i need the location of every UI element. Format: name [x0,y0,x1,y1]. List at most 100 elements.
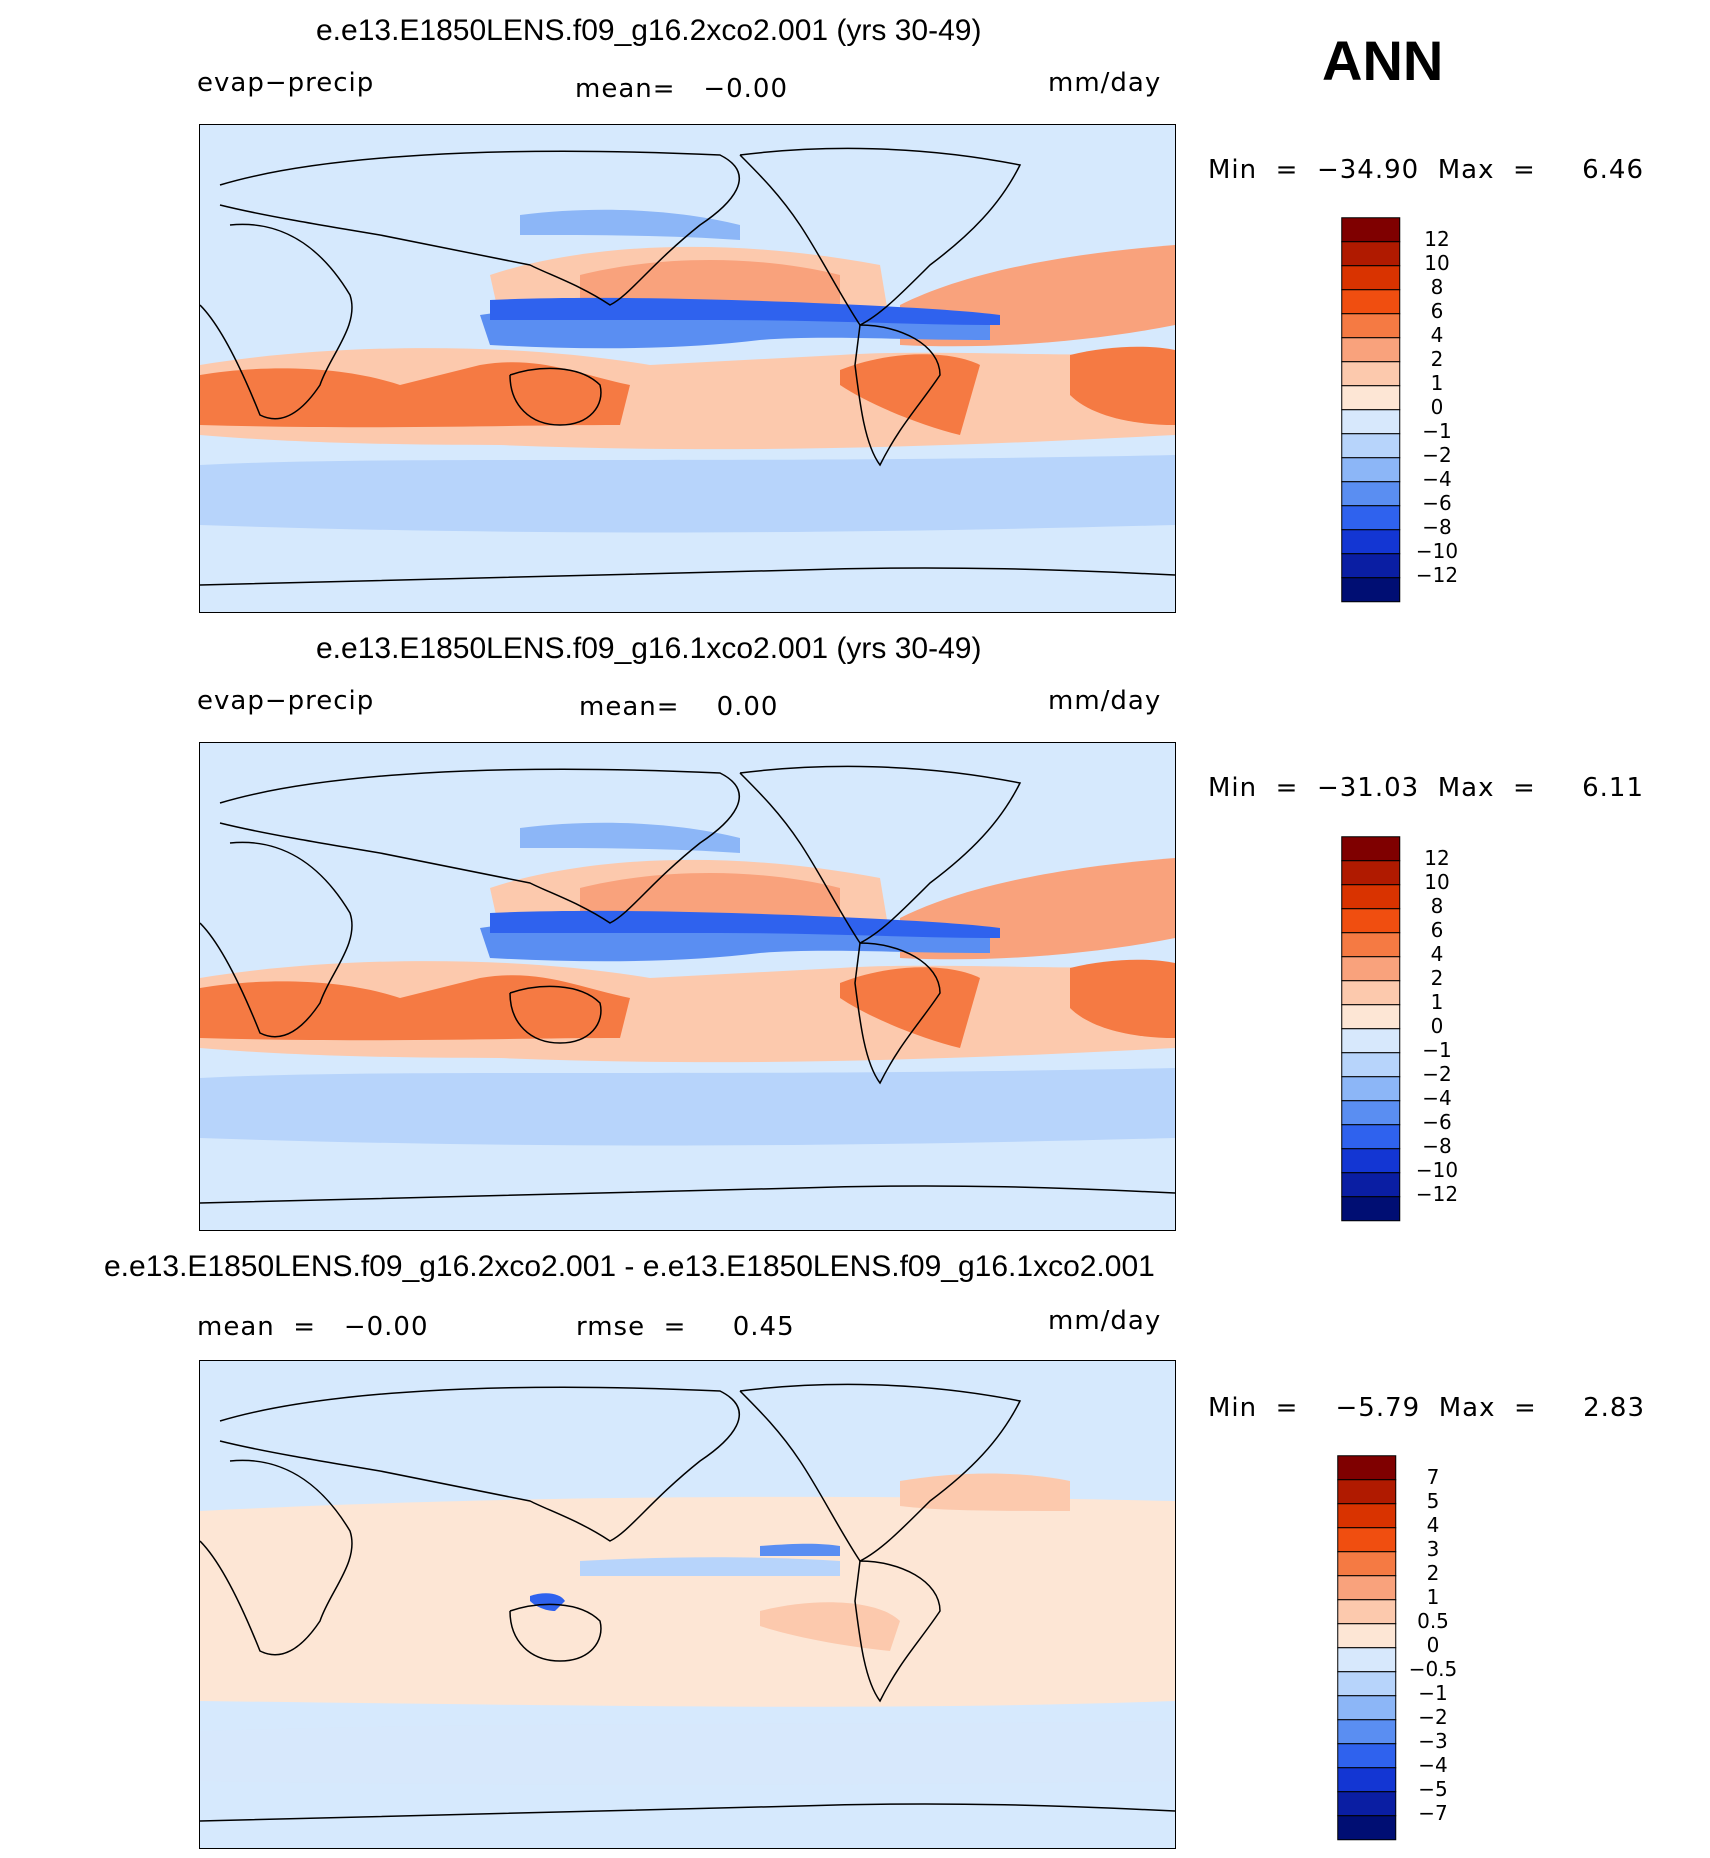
colorbar-box [1337,1479,1397,1505]
colorbar-tick-label: −4 [1422,467,1451,491]
colorbar-tick-label: −7 [1418,1801,1447,1825]
colorbar-box [1341,553,1401,579]
colorbar-box [1341,337,1401,363]
panel3-title: e.e13.E1850LENS.f09_g16.2xco2.001 - e.e1… [104,1250,1155,1283]
colorbar-box [1341,1100,1401,1126]
colorbar-box [1341,1172,1401,1198]
colorbar-box [1337,1791,1397,1817]
p3-field-neg-itcz-core [760,1543,840,1556]
colorbar-tick-label: −12 [1416,1182,1458,1206]
p2-coast-australia [509,985,602,1044]
colorbar-tick-label: 0 [1427,1633,1440,1657]
colorbar-box [1341,385,1401,411]
colorbar-tick-label: −12 [1416,563,1458,587]
p3-field-neg-itcz [580,1557,840,1576]
panel1-map-svg [200,147,1175,586]
colorbar-box [1341,409,1401,435]
colorbar-box [1337,1455,1397,1481]
colorbar-tick-label: 4 [1431,323,1444,347]
colorbar-box [1341,289,1401,315]
colorbar-box [1337,1599,1397,1625]
colorbar-tick-label: 10 [1424,870,1449,894]
colorbar-tick-label: 2 [1431,347,1444,371]
colorbar-tick-label: −2 [1422,443,1451,467]
panel1-title: e.e13.E1850LENS.f09_g16.2xco2.001 (yrs 3… [316,14,982,47]
p1-coast-antarctica [200,567,1175,586]
colorbar-box [1341,457,1401,483]
panel2-colorbar: 12 10 8 6 4 2 1 0 −1 −2 −4 −6 −8 −10 −12 [1341,836,1461,1223]
season-label: ANN [1322,29,1444,92]
p1-field-npac-core [580,260,840,305]
colorbar-tick-label: −5 [1418,1777,1447,1801]
p2-coast-antarctica [200,1185,1175,1204]
colorbar-tick-label: 1 [1431,990,1444,1014]
colorbar-tick-label: 0 [1431,1014,1444,1038]
colorbar-tick-label: 4 [1431,942,1444,966]
colorbar-box [1341,265,1401,291]
colorbar-tick-label: −6 [1422,491,1451,515]
p2-field-sind [200,975,630,1041]
p2-field-npac-core [580,873,840,918]
colorbar-tick-label: 7 [1427,1465,1440,1489]
panel3-mean-label: mean = −0.00 [197,1312,429,1342]
panel1-map [199,124,1176,613]
p3-coast-australia [509,1603,602,1662]
colorbar-tick-label: −8 [1422,1134,1451,1158]
colorbar-box [1337,1695,1397,1721]
panel1-colorbar: 12 10 8 6 4 2 1 0 −1 −2 −4 −6 −8 −10 −12 [1341,217,1461,604]
p3-coast-namerica [739,1383,1022,1562]
p2-coast-namerica [739,765,1022,944]
colorbar-tick-label: 1 [1431,371,1444,395]
colorbar-box [1337,1767,1397,1793]
p3-coast-antarctica [200,1803,1175,1822]
panel2-title: e.e13.E1850LENS.f09_g16.1xco2.001 (yrs 3… [316,632,982,665]
p2-coast-africa [200,841,353,1038]
p1-field-sepac [840,354,980,435]
colorbar-box [1341,217,1401,243]
panel2-min-max: Min = −31.03 Max = 6.11 [1208,773,1645,803]
colorbar-box [1341,577,1401,603]
p2-coast-samerica [854,942,941,1085]
colorbar-box [1341,956,1401,982]
colorbar-tick-label: 0.5 [1417,1609,1449,1633]
colorbar-tick-label: 8 [1431,894,1444,918]
colorbar-box [1341,932,1401,958]
panel3-colorbar: 7 5 4 3 2 1 0.5 0 −0.5 −1 −2 −3 −4 −5 −7 [1337,1455,1461,1842]
p1-coast-namerica [739,147,1022,326]
panel3-min-max: Min = −5.79 Max = 2.83 [1208,1393,1645,1423]
colorbar-box [1337,1743,1397,1769]
p1-coast-eurasia [219,150,741,306]
p1-field-sh-storm [200,455,1175,533]
colorbar-tick-label: 5 [1427,1489,1440,1513]
p2-field-satl [1070,959,1175,1038]
colorbar-box [1337,1815,1397,1841]
panel2-variable-label: evap−precip [197,686,375,716]
p1-coast-samerica [854,324,941,467]
colorbar-tick-label: 1 [1427,1585,1440,1609]
colorbar-box [1341,908,1401,934]
p3-field-neg-sh [200,1721,1175,1785]
colorbar-tick-label: −6 [1422,1110,1451,1134]
colorbar-tick-label: −1 [1422,1038,1451,1062]
colorbar-box [1337,1623,1397,1649]
colorbar-tick-label: 2 [1431,966,1444,990]
colorbar-tick-label: −10 [1416,539,1458,563]
colorbar-box [1341,884,1401,910]
p3-field-pos-natl [900,1473,1070,1511]
p1-coast-australia [509,367,602,426]
colorbar-box [1341,361,1401,387]
p3-field-neg-wpac [530,1593,565,1611]
colorbar-box [1341,836,1401,862]
colorbar-tick-label: −1 [1422,419,1451,443]
colorbar-tick-label: 6 [1431,918,1444,942]
colorbar-box [1341,313,1401,339]
colorbar-tick-label: −1 [1418,1681,1447,1705]
colorbar-box [1341,1052,1401,1078]
colorbar-tick-label: 4 [1427,1513,1440,1537]
colorbar-box [1341,529,1401,555]
panel3-map-svg [200,1383,1175,1822]
panel2-mean-label: mean= 0.00 [579,692,779,722]
